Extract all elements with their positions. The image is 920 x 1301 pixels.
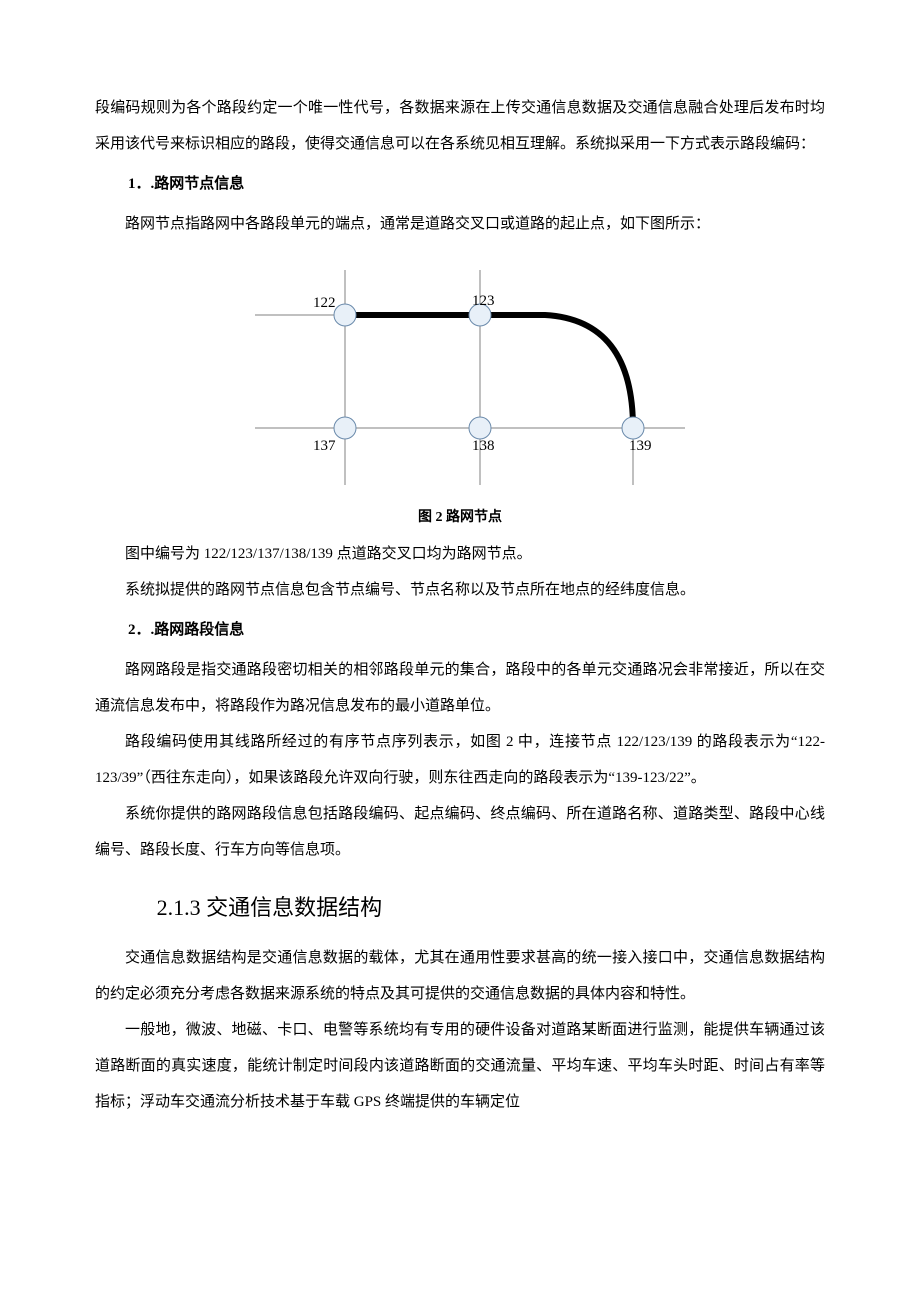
list-item-heading: 1．.路网节点信息 xyxy=(128,166,825,202)
figure-caption: 图 2 路网节点 xyxy=(95,506,825,526)
svg-text:138: 138 xyxy=(472,438,495,454)
paragraph: 段编码规则为各个路段约定一个唯一性代号，各数据来源在上传交通信息数据及交通信息融… xyxy=(95,90,825,162)
figure-network-nodes: 122 123 137 138 139 xyxy=(95,260,825,500)
paragraph: 系统拟提供的路网节点信息包含节点编号、节点名称以及节点所在地点的经纬度信息。 xyxy=(95,572,825,608)
svg-text:123: 123 xyxy=(472,293,495,309)
svg-text:139: 139 xyxy=(629,438,652,454)
paragraph: 路网路段是指交通路段密切相关的相邻路段单元的集合，路段中的各单元交通路况会非常接… xyxy=(95,652,825,724)
svg-text:137: 137 xyxy=(313,438,336,454)
document-page: 段编码规则为各个路段约定一个唯一性代号，各数据来源在上传交通信息数据及交通信息融… xyxy=(0,0,920,1180)
paragraph: 路网节点指路网中各路段单元的端点，通常是道路交叉口或道路的起止点，如下图所示： xyxy=(95,206,825,242)
paragraph: 交通信息数据结构是交通信息数据的载体，尤其在通用性要求甚高的统一接入接口中，交通… xyxy=(95,940,825,1012)
paragraph: 系统你提供的路网路段信息包括路段编码、起点编码、终点编码、所在道路名称、道路类型… xyxy=(95,796,825,868)
paragraph: 一般地，微波、地磁、卡口、电警等系统均有专用的硬件设备对道路某断面进行监测，能提… xyxy=(95,1012,825,1120)
subsection-heading: 2.1.3 交通信息数据结构 xyxy=(157,890,825,922)
network-diagram: 122 123 137 138 139 xyxy=(225,260,695,495)
paragraph: 路段编码使用其线路所经过的有序节点序列表示，如图 2 中，连接节点 122/12… xyxy=(95,724,825,796)
svg-text:122: 122 xyxy=(313,295,336,311)
list-item-heading: 2．.路网路段信息 xyxy=(128,612,825,648)
paragraph: 图中编号为 122/123/137/138/139 点道路交叉口均为路网节点。 xyxy=(95,536,825,572)
